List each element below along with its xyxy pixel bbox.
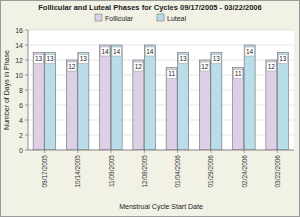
tick-label: 0 [19,147,23,154]
legend-swatch [157,14,164,21]
data-label: 13 [35,55,43,62]
tick-label: 14 [15,42,23,49]
data-label: 14 [102,48,110,55]
data-label-box [200,62,209,71]
bar [233,68,244,151]
data-label: 12 [135,63,143,70]
tick-label: 12 [15,57,23,64]
tick-label: 01/29/2006 [207,155,214,188]
tick-label: 12/08/2005 [141,155,148,188]
y-axis [28,30,29,150]
grid-line [28,30,294,31]
tick-mark [277,150,278,153]
legend-label: Follicular [105,15,134,22]
tick-label: 16 [15,27,23,34]
data-label-box [245,47,254,56]
data-label-box [278,55,287,64]
tick-label: 10 [15,72,23,79]
tick-mark [25,75,28,76]
data-label-box [79,55,88,64]
bar [178,53,189,151]
bar [211,53,222,151]
bar [66,60,77,150]
tick-mark [77,150,78,153]
tick-label: 4 [19,117,23,124]
data-label-box [267,62,276,71]
tick-label: 6 [19,102,23,109]
legend: Follicular Luteal [95,14,187,22]
tick-mark [25,90,28,91]
bar [111,45,122,150]
bar [266,60,277,150]
bar [100,45,111,150]
axis-title: Number of Days in Phase [3,50,11,130]
bar [33,53,44,151]
bar [199,60,210,150]
tick-mark [25,120,28,121]
legend-label: Luteal [167,15,187,22]
tick-mark [244,150,245,153]
data-label-box [67,62,76,71]
data-label: 13 [213,55,221,62]
tick-mark [44,150,45,153]
data-label-box [45,55,54,64]
data-label: 13 [80,55,88,62]
tick-mark [25,135,28,136]
bar [133,60,144,150]
grid-line [28,150,294,151]
data-label-box [100,47,109,56]
chart: Follicular and Luteal Phases for Cycles … [0,0,300,217]
bar [244,45,255,150]
tick-mark [111,150,112,153]
tick-mark [177,150,178,153]
data-label: 13 [47,55,55,62]
legend-swatch [95,14,102,21]
bar [78,53,89,151]
data-label-box [112,47,121,56]
tick-mark [144,150,145,153]
tick-label: 10/14/2005 [74,155,81,188]
tick-label: 11/09/2005 [108,155,115,187]
data-label-box [145,47,154,56]
tick-label: 01/04/2006 [174,155,181,188]
data-label-box [34,55,43,64]
bars [33,45,288,150]
tick-label: 02/24/2006 [241,155,248,188]
bar [277,53,288,151]
bar [144,45,155,150]
tick-label: 09/17/2005 [41,155,48,188]
tick-label: 2 [19,132,23,139]
data-label: 14 [113,48,121,55]
data-label: 13 [180,55,188,62]
bar [45,53,56,151]
data-label-box [178,55,187,64]
x-axis [28,150,294,151]
data-label-box [233,70,242,79]
data-label-box [134,62,143,71]
background [1,1,300,217]
tick-mark [210,150,211,153]
tick-label: 03/22/2006 [274,155,281,188]
data-label-box [167,70,176,79]
data-label-box [212,55,221,64]
data-label: 14 [146,48,154,55]
tick-label: 8 [19,87,23,94]
plot-area [28,30,294,150]
tick-mark [25,105,28,106]
data-label: 11 [168,70,175,77]
tick-mark [25,45,28,46]
bar [166,68,177,151]
data-label: 13 [279,55,287,62]
data-labels: 13131213141412141113121311141213 [34,47,288,79]
data-label: 12 [68,63,76,70]
data-label: 11 [235,70,242,77]
tick-mark [25,150,28,151]
title: Follicular and Luteal Phases for Cycles … [38,3,261,12]
tick-mark [25,30,28,31]
data-label: 14 [246,48,254,55]
data-label: 12 [268,63,276,70]
tick-mark [25,60,28,61]
data-label: 12 [201,63,209,70]
axis-title: Menstrual Cycle Start Date [119,203,203,211]
